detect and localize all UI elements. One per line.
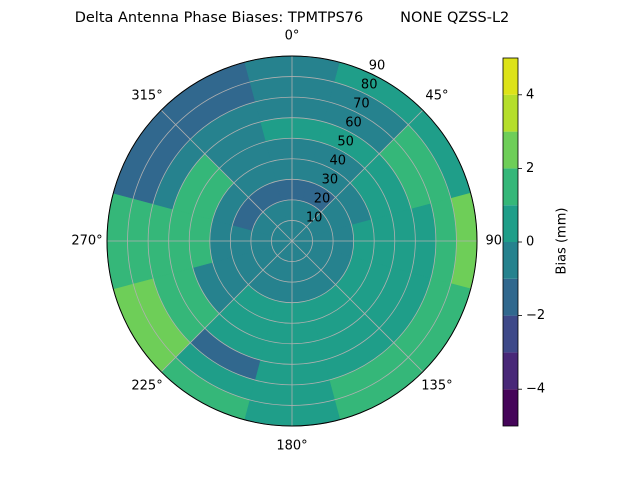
radial-tick-label: 90	[369, 59, 386, 74]
colorbar-band	[503, 315, 518, 353]
colorbar-band	[503, 58, 518, 95]
polar-frame	[106, 55, 478, 427]
angular-tick-label: 180°	[276, 439, 307, 454]
angular-tick-label: 225°	[131, 378, 162, 393]
angular-tick-label: 0°	[285, 29, 300, 44]
angular-tick-label: 315°	[131, 89, 162, 104]
radial-tick-label: 50	[337, 135, 354, 150]
colorbar-band	[503, 205, 518, 242]
chart-title: Delta Antenna Phase Biases: TPMTPS76 NON…	[75, 10, 510, 26]
angular-grid-line	[291, 109, 424, 242]
angular-grid-line	[291, 240, 424, 373]
angular-tick-label: 270°	[71, 234, 102, 249]
angular-tick-label: 135°	[421, 378, 452, 393]
colorbar-tick-label: 0	[526, 235, 534, 250]
radial-tick-label: 30	[322, 173, 339, 188]
colorbar-band	[503, 352, 518, 390]
colorbar-band	[503, 278, 518, 316]
angular-grid-line	[160, 240, 293, 373]
radial-tick-label: 70	[353, 97, 370, 112]
colorbar-band	[503, 131, 518, 169]
radial-tick-label: 80	[361, 78, 378, 93]
colorbar-band	[503, 242, 518, 279]
angular-tick-label: 45°	[425, 89, 448, 104]
colorbar-tick-label: 4	[526, 87, 534, 102]
colorbar-tick-label: −4	[526, 382, 545, 397]
colorbar-band	[503, 94, 518, 132]
radial-tick-label: 20	[314, 192, 331, 207]
radial-tick-label: 60	[345, 116, 362, 131]
radial-tick-label: 40	[329, 154, 346, 169]
colorbar-tick-label: −2	[526, 308, 545, 323]
colorbar-band	[503, 389, 518, 426]
colorbar-label: Bias (mm)	[555, 208, 570, 275]
colorbar-band	[503, 168, 518, 206]
radial-tick-label: 10	[306, 211, 323, 226]
colorbar-tick-label: 2	[526, 161, 534, 176]
angular-grid-line	[160, 109, 293, 242]
